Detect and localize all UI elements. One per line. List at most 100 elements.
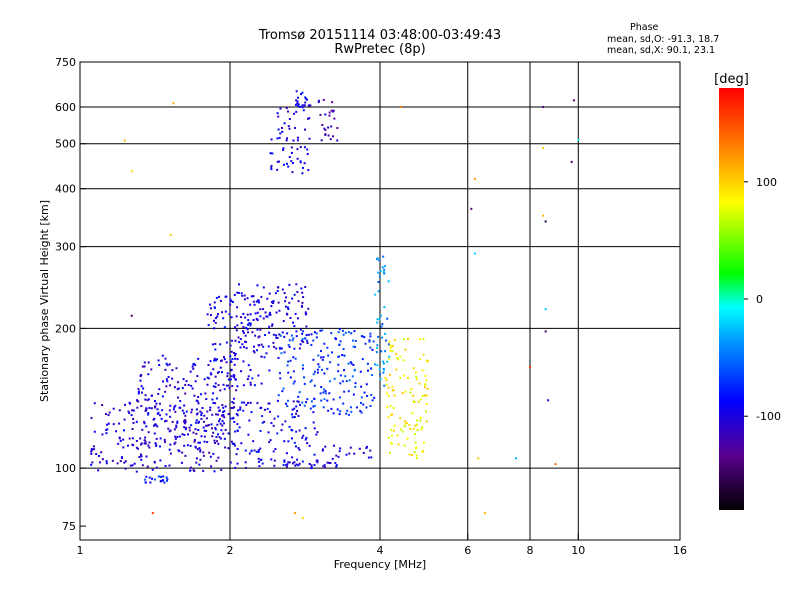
echo-point <box>233 421 236 424</box>
echo-point <box>207 324 210 327</box>
echo-point <box>276 432 279 435</box>
echo-point <box>269 313 272 316</box>
echo-point <box>214 402 217 405</box>
echo-point <box>270 301 273 304</box>
colorbar-tick-label: -100 <box>756 410 781 423</box>
echo-point <box>169 452 172 455</box>
echo-point <box>257 449 260 452</box>
echo-point <box>295 99 298 102</box>
echo-point <box>214 321 217 324</box>
echo-point <box>235 389 238 392</box>
echo-point <box>342 333 345 336</box>
y-tick-label: 750 <box>55 56 76 69</box>
echo-point <box>279 107 282 110</box>
echo-point <box>281 130 284 133</box>
echo-point <box>285 464 288 467</box>
echo-point <box>332 109 335 112</box>
y-tick-label: 200 <box>55 322 76 335</box>
phase-stats-x-mode: mean, sd,X: 90.1, 23.1 <box>607 45 716 56</box>
echo-point <box>216 313 219 316</box>
echo-point <box>336 139 339 142</box>
echo-point <box>296 317 299 320</box>
echo-point <box>266 315 269 318</box>
echo-point <box>206 441 209 444</box>
echo-point <box>247 375 250 378</box>
echo-point <box>227 413 230 416</box>
echo-point <box>352 363 355 366</box>
echo-point <box>399 376 402 379</box>
echo-point <box>224 310 227 313</box>
echo-point <box>354 385 357 388</box>
echo-point <box>220 359 223 362</box>
echo-point <box>285 452 288 455</box>
echo-point <box>238 283 241 286</box>
echo-point <box>484 512 487 515</box>
echo-point <box>403 425 406 428</box>
echo-point <box>415 446 418 449</box>
echo-point <box>164 420 167 423</box>
echo-point <box>222 383 225 386</box>
echo-point <box>313 384 316 387</box>
echo-point <box>290 334 293 337</box>
echo-point <box>339 447 342 450</box>
echo-point <box>197 357 200 360</box>
echo-point <box>244 316 247 319</box>
echo-point <box>238 426 241 429</box>
echo-point <box>283 440 286 443</box>
echo-point <box>313 404 316 407</box>
echo-point <box>177 381 180 384</box>
echo-point <box>118 436 121 439</box>
echo-point <box>417 400 420 403</box>
echo-point <box>406 437 409 440</box>
echo-point <box>376 257 379 260</box>
echo-point <box>119 460 122 463</box>
echo-point <box>144 478 147 481</box>
echo-point <box>183 404 186 407</box>
echo-point <box>270 166 273 169</box>
echo-point <box>332 398 335 401</box>
echo-point <box>359 370 362 373</box>
echo-point <box>246 297 249 300</box>
echo-point <box>223 326 226 329</box>
echo-point <box>425 394 428 397</box>
echo-point <box>236 423 239 426</box>
echo-point <box>404 390 407 393</box>
echo-point <box>286 306 289 309</box>
echo-point <box>194 364 197 367</box>
echo-point <box>255 349 258 352</box>
echo-point <box>570 160 573 163</box>
echo-point <box>338 450 341 453</box>
echo-point <box>242 326 245 329</box>
echo-point <box>412 367 415 370</box>
echo-point <box>202 451 205 454</box>
echo-point <box>222 406 225 409</box>
echo-point <box>213 357 216 360</box>
echo-point <box>337 370 340 373</box>
echo-point <box>349 446 352 449</box>
echo-point <box>177 387 180 390</box>
echo-point <box>279 132 282 135</box>
echo-point <box>397 443 400 446</box>
echo-point <box>219 299 222 302</box>
echo-point <box>255 317 258 320</box>
echo-point <box>305 98 308 101</box>
echo-point <box>349 361 352 364</box>
echo-point <box>211 413 214 416</box>
echo-point <box>140 405 143 408</box>
echo-point <box>136 447 139 450</box>
echo-point <box>473 252 476 255</box>
echo-point <box>173 428 176 431</box>
echo-point <box>372 340 375 343</box>
echo-point <box>184 420 187 423</box>
echo-point <box>412 394 415 397</box>
echo-point <box>345 453 348 456</box>
echo-point <box>294 126 297 129</box>
echo-point <box>136 399 139 402</box>
echo-point <box>233 406 236 409</box>
echo-point <box>112 407 115 410</box>
echo-point <box>230 368 233 371</box>
echo-point <box>147 373 150 376</box>
echo-point <box>473 177 476 180</box>
echo-point <box>270 164 273 167</box>
echo-point <box>295 463 298 466</box>
